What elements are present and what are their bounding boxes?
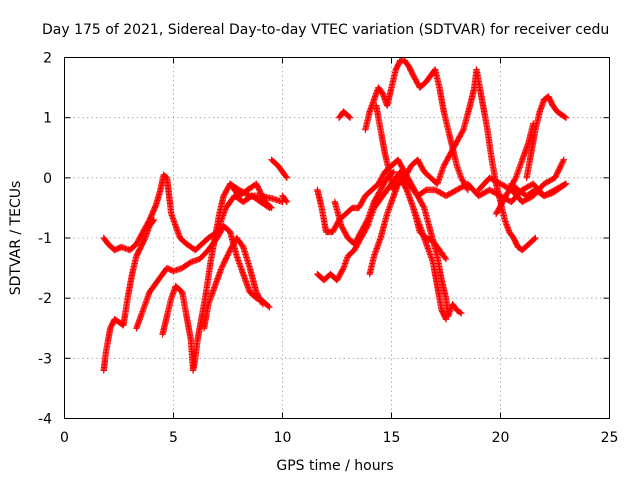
data-point — [557, 163, 564, 170]
data-point — [282, 173, 290, 180]
data-point — [222, 255, 230, 262]
data-point — [267, 203, 274, 211]
y-tick-label: -3 — [38, 351, 52, 367]
data-point — [150, 216, 158, 224]
y-axis-label: SDTVAR / TECUs — [8, 181, 24, 296]
data-point — [221, 257, 229, 265]
data-point — [257, 190, 265, 197]
data-point — [442, 314, 449, 322]
data-point — [552, 173, 559, 180]
x-tick-label: 25 — [601, 430, 619, 446]
data-point — [346, 114, 354, 121]
data-point — [560, 156, 567, 163]
data-point — [456, 309, 464, 316]
axis-ticks — [64, 57, 610, 419]
data-point — [223, 253, 231, 261]
data-point — [558, 160, 565, 168]
data-point — [141, 236, 148, 243]
data-point — [257, 188, 264, 196]
data-point — [551, 174, 559, 182]
data-point — [149, 217, 157, 225]
data-point — [554, 169, 561, 176]
data-point — [464, 186, 471, 194]
data-point — [562, 180, 570, 188]
x-tick-label: 5 — [169, 430, 178, 446]
data-point — [531, 235, 538, 243]
data-point — [561, 113, 569, 121]
x-tick-labels: 0 5 10 15 20 25 — [60, 430, 618, 446]
data-point — [402, 185, 410, 192]
x-axis-label: GPS time / hours — [276, 458, 393, 474]
data-point — [339, 266, 347, 273]
data-point — [253, 182, 261, 189]
chart-title: Day 175 of 2021, Sidereal Day-to-day VTE… — [42, 22, 609, 38]
x-tick-label: 0 — [60, 430, 69, 446]
data-point — [389, 169, 396, 177]
data-point — [557, 162, 565, 169]
y-tick-label: -4 — [38, 412, 52, 428]
data-point — [224, 250, 232, 258]
data-point — [282, 197, 290, 204]
data-point — [254, 183, 261, 190]
data-point — [441, 254, 449, 261]
data-point — [559, 159, 566, 166]
y-tick-label: 2 — [43, 51, 52, 67]
data-point — [555, 167, 562, 175]
data-point — [556, 164, 563, 172]
y-tick-label: 1 — [43, 111, 52, 127]
data-point — [553, 171, 560, 179]
data-point — [255, 186, 263, 193]
data-point — [256, 187, 263, 194]
y-tick-label: 0 — [43, 171, 52, 187]
data-point — [225, 249, 233, 257]
data-point — [266, 303, 273, 311]
x-tick-label: 20 — [492, 430, 510, 446]
data-points — [100, 57, 570, 374]
data-point — [259, 300, 267, 308]
data-point — [265, 302, 272, 310]
data-point — [559, 157, 567, 165]
data-point — [363, 218, 370, 225]
data-point — [220, 259, 228, 266]
data-point — [562, 114, 570, 121]
data-point — [463, 185, 471, 192]
data-point — [258, 191, 265, 199]
y-tick-labels: -4 -3 -2 -1 0 1 2 — [38, 51, 52, 428]
data-point — [218, 264, 225, 272]
data-point — [532, 234, 539, 242]
data-point — [459, 127, 466, 135]
data-point — [283, 198, 291, 206]
data-point — [255, 184, 262, 192]
data-point — [258, 299, 266, 307]
data-point — [442, 255, 450, 263]
data-point — [218, 263, 226, 270]
data-point — [283, 174, 291, 182]
data-point — [260, 195, 267, 203]
data-point — [268, 204, 275, 212]
data-point — [222, 256, 229, 263]
y-tick-label: -1 — [38, 231, 52, 247]
data-point — [420, 203, 427, 210]
data-point — [220, 260, 227, 268]
data-point — [511, 175, 519, 183]
data-point — [245, 191, 252, 199]
data-point — [555, 166, 563, 173]
data-point — [442, 316, 450, 323]
data-point — [553, 170, 561, 177]
data-point — [390, 168, 397, 176]
data-point — [219, 262, 227, 269]
data-point — [561, 181, 569, 188]
data-point — [239, 242, 246, 249]
x-tick-label: 10 — [274, 430, 292, 446]
y-tick-label: -2 — [38, 291, 52, 307]
data-point — [345, 113, 353, 120]
data-point — [224, 252, 231, 259]
data-point — [253, 180, 260, 188]
grid-lines — [64, 57, 610, 419]
data-point — [458, 310, 465, 317]
data-point — [259, 194, 267, 201]
data-point — [259, 193, 266, 200]
x-tick-label: 15 — [383, 430, 401, 446]
